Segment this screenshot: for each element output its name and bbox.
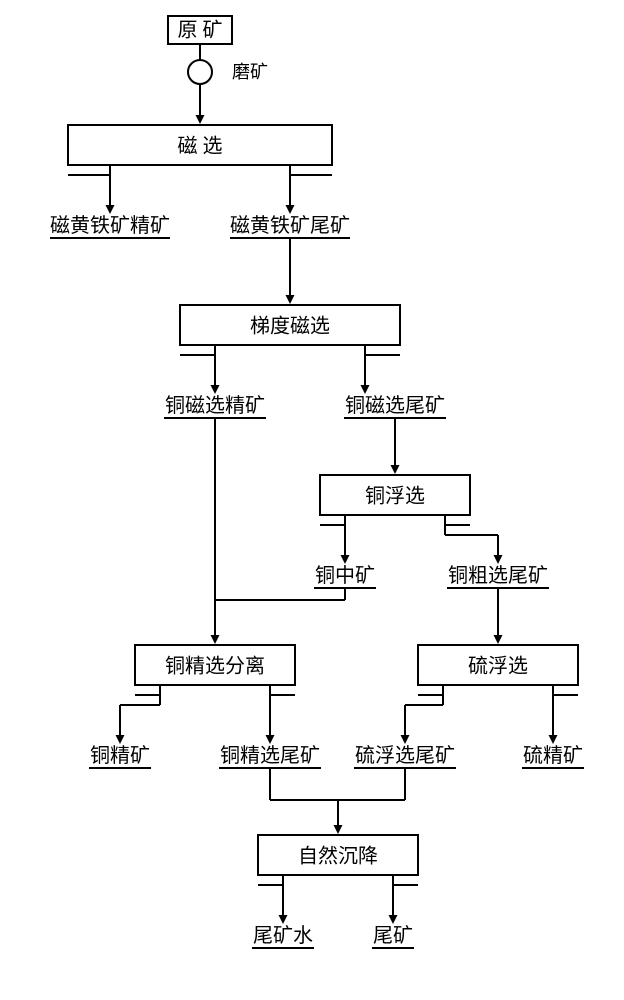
tail-water-text: 尾矿水 bbox=[253, 924, 313, 947]
raw-ore-label: 原 矿 bbox=[168, 16, 232, 44]
pyrrhotite-conc-text: 磁黄铁矿精矿 bbox=[50, 214, 170, 237]
cu-flotation-box: 铜浮选 bbox=[320, 475, 470, 525]
settling-box: 自然沉降 bbox=[258, 835, 418, 885]
cu-flotation-text: 铜浮选 bbox=[365, 485, 425, 508]
pyrrhotite-conc-label: 磁黄铁矿精矿 bbox=[50, 214, 170, 238]
cu-mag-tail-label: 铜磁选尾矿 bbox=[344, 394, 446, 418]
cu-conc-label: 铜精矿 bbox=[89, 744, 151, 768]
cu-mag-conc-text: 铜磁选精矿 bbox=[165, 394, 265, 417]
s-conc-label: 硫精矿 bbox=[522, 744, 584, 768]
tailings-text: 尾矿 bbox=[373, 924, 413, 947]
tail-water-label: 尾矿水 bbox=[252, 924, 314, 948]
s-float-tail-label: 硫浮选尾矿 bbox=[354, 744, 456, 768]
pyrrhotite-tail-text: 磁黄铁矿尾矿 bbox=[230, 214, 350, 237]
cu-conc-text: 铜精矿 bbox=[90, 744, 150, 767]
cu-rough-tail-label: 铜粗选尾矿 bbox=[447, 564, 549, 588]
cu-clean-tail-text: 铜精选尾矿 bbox=[220, 744, 320, 767]
s-flotation-box: 硫浮选 bbox=[418, 645, 578, 695]
gradient-mag-box: 梯度磁选 bbox=[180, 305, 400, 355]
grinding-circle bbox=[188, 60, 212, 84]
cu-mag-tail-text: 铜磁选尾矿 bbox=[345, 394, 445, 417]
cu-middling-text: 铜中矿 bbox=[315, 564, 375, 587]
gradient-mag-text: 梯度磁选 bbox=[250, 315, 330, 338]
s-float-tail-text: 硫浮选尾矿 bbox=[355, 744, 455, 767]
cu-clean-sep-text: 铜精选分离 bbox=[165, 655, 265, 678]
tailings-label: 尾矿 bbox=[372, 924, 414, 948]
cu-clean-sep-box: 铜精选分离 bbox=[135, 645, 295, 695]
settling-text: 自然沉降 bbox=[298, 845, 378, 868]
s-conc-text: 硫精矿 bbox=[523, 744, 583, 767]
raw-ore-text: 原 矿 bbox=[178, 19, 223, 42]
cu-mag-conc-label: 铜磁选精矿 bbox=[164, 394, 266, 418]
mag-sep-box: 磁 选 bbox=[68, 125, 332, 175]
grinding-text: 磨矿 bbox=[232, 62, 268, 82]
s-flotation-text: 硫浮选 bbox=[468, 655, 528, 678]
cu-rough-tail-text: 铜粗选尾矿 bbox=[448, 564, 548, 587]
cu-clean-tail-label: 铜精选尾矿 bbox=[219, 744, 321, 768]
cu-middling-label: 铜中矿 bbox=[314, 564, 376, 588]
mag-sep-text: 磁 选 bbox=[178, 135, 223, 158]
pyrrhotite-tail-label: 磁黄铁矿尾矿 bbox=[230, 214, 350, 238]
